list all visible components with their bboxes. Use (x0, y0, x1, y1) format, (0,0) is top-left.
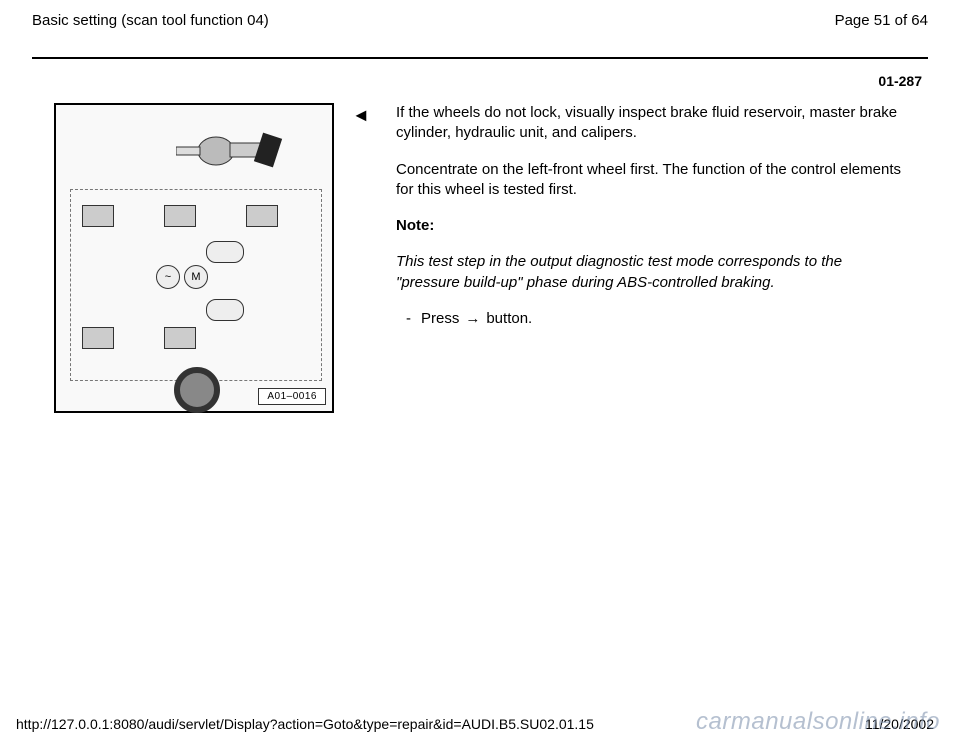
page-code: 01-287 (32, 73, 928, 89)
valve-icon (82, 327, 114, 349)
right-arrow-icon: → (465, 309, 480, 329)
paragraph: If the wheels do not lock, visually insp… (396, 103, 908, 144)
note-label: Note: (396, 216, 908, 236)
valve-icon (164, 327, 196, 349)
valve-icon (246, 205, 278, 227)
valve-icon (82, 205, 114, 227)
header-rule (32, 57, 928, 59)
hydraulic-diagram-figure: ~ M A01–0016 (54, 103, 334, 413)
footer-date: 11/20/2002 (865, 716, 934, 732)
press-instruction: - Press → button. (396, 309, 908, 329)
bullet-dash: - (406, 309, 411, 329)
pointer-arrow-icon: ◄ (352, 103, 378, 126)
accumulator-icon (206, 241, 244, 263)
brake-booster-icon (176, 117, 286, 173)
instruction-text: If the wheels do not lock, visually insp… (396, 103, 928, 329)
page-indicator: Page 51 of 64 (835, 12, 928, 29)
accumulator-icon (206, 299, 244, 321)
figure-id-label: A01–0016 (258, 388, 326, 405)
paragraph: Concentrate on the left-front wheel firs… (396, 160, 908, 201)
doc-title: Basic setting (scan tool function 04) (32, 12, 269, 29)
press-text: button. (486, 309, 532, 329)
note-body: This test step in the output diagnostic … (396, 252, 908, 293)
valve-icon (164, 205, 196, 227)
footer-url: http://127.0.0.1:8080/audi/servlet/Displ… (16, 716, 594, 732)
motor-icon: M (184, 265, 208, 289)
press-text: Press (421, 309, 459, 329)
pump-icon: ~ (156, 265, 180, 289)
wheel-icon (174, 367, 220, 413)
